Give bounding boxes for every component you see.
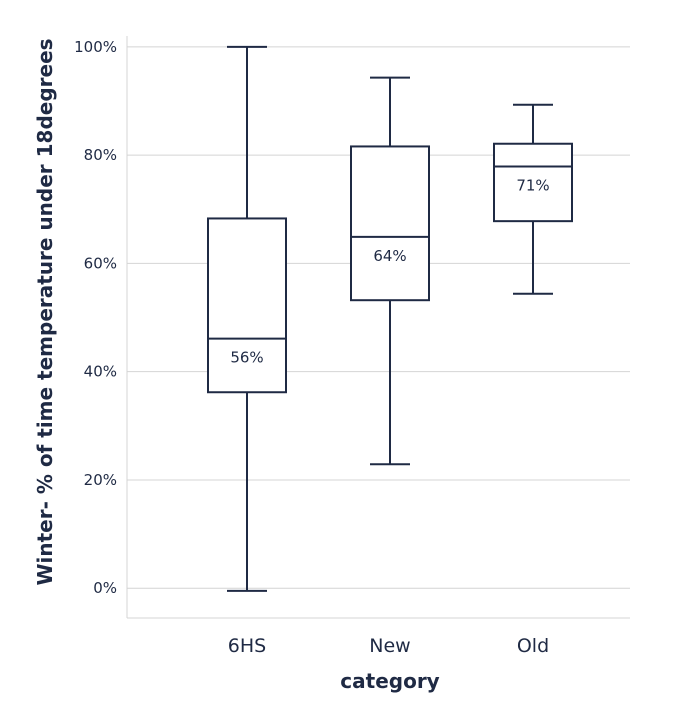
y-tick-label: 20% (84, 471, 117, 489)
box-6hs: 56% (207, 45, 287, 592)
value-label: 64% (373, 247, 406, 265)
x-tick-label: Old (517, 635, 549, 657)
y-tick-label: 40% (84, 363, 117, 381)
gridlines (127, 46, 630, 589)
y-tick-label: 80% (84, 146, 117, 164)
y-tick-label: 60% (84, 254, 117, 272)
box-old: 71% (493, 103, 573, 295)
box-new: 64% (350, 76, 430, 466)
y-tick-label: 100% (74, 38, 117, 56)
value-label: 71% (516, 176, 549, 194)
y-tick-label: 0% (93, 579, 117, 597)
x-axis-ticks: 6HS New Old (228, 635, 549, 657)
boxes: 56% 64% 71% (207, 45, 573, 592)
x-tick-label: 6HS (228, 635, 266, 657)
x-tick-label: New (369, 635, 410, 657)
y-axis-title: Winter- % of time temperature under 18de… (33, 38, 57, 585)
iqr-box (207, 217, 287, 394)
iqr-box (493, 142, 573, 223)
y-axis-ticks: 0% 20% 40% 60% 80% 100% (74, 38, 117, 597)
iqr-box (350, 145, 430, 302)
x-axis-title: category (340, 669, 439, 693)
value-label: 56% (230, 349, 263, 367)
